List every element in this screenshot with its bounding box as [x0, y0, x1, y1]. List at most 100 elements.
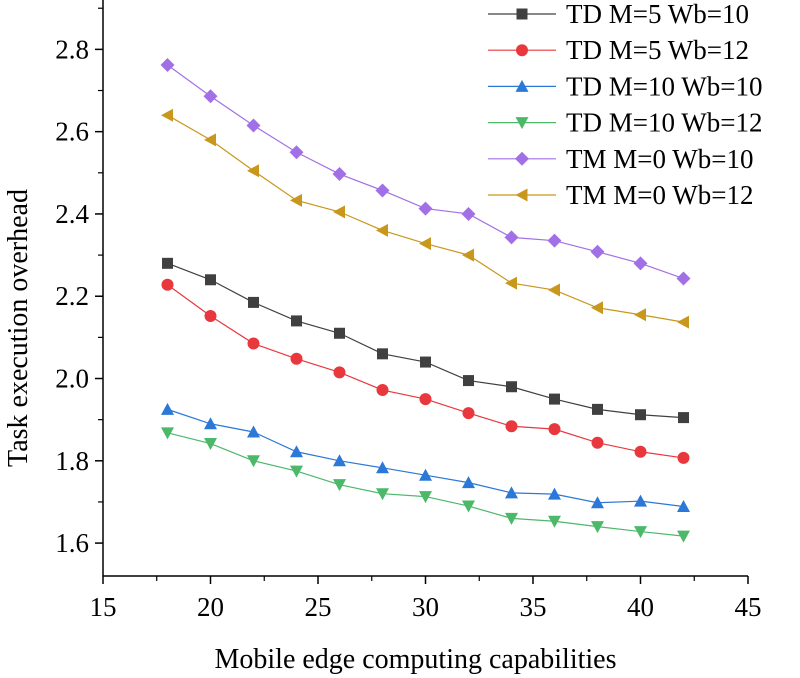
data-point — [462, 500, 475, 513]
data-point — [289, 145, 304, 160]
series-5 — [160, 58, 691, 286]
x-tick-label: 45 — [735, 592, 762, 622]
legend-entry: TM M=0 Wb=12 — [488, 180, 753, 210]
data-point — [419, 491, 432, 504]
data-point — [247, 455, 260, 468]
data-point — [505, 486, 518, 499]
data-point — [549, 393, 560, 405]
series-3 — [161, 402, 690, 512]
data-point — [590, 244, 605, 259]
chart-axes: 15 20 25 30 35 40 45 1.6 1.8 2.0 2.2 2.4 2.6 2.8 — [55, 0, 762, 622]
legend-entry: TD M=5 Wb=12 — [488, 35, 749, 65]
x-tick-label: 20 — [197, 592, 224, 622]
legend-marker — [516, 8, 528, 20]
data-point — [419, 237, 431, 251]
data-point — [376, 461, 389, 474]
data-point — [461, 206, 476, 221]
data-point — [677, 530, 690, 543]
data-point — [504, 230, 519, 245]
data-point — [634, 445, 647, 458]
data-point — [375, 183, 390, 198]
data-point — [676, 271, 691, 286]
data-point — [677, 499, 690, 512]
legend-label: TD M=5 Wb=10 — [566, 0, 749, 29]
data-point — [635, 409, 646, 421]
y-tick-label: 2.0 — [55, 364, 89, 394]
series-2 — [161, 278, 690, 464]
data-point — [333, 479, 346, 492]
legend-entry: TD M=5 Wb=10 — [488, 0, 749, 29]
data-point — [246, 118, 261, 133]
x-tick-label: 40 — [627, 592, 654, 622]
data-point — [677, 315, 689, 329]
data-point — [462, 248, 474, 262]
y-tick-label: 2.2 — [55, 281, 89, 311]
data-point — [247, 164, 259, 178]
data-point — [290, 445, 303, 458]
y-tick-label: 1.6 — [55, 528, 89, 558]
y-tick-label: 2.8 — [55, 34, 89, 64]
data-point — [290, 352, 303, 365]
data-point — [203, 89, 218, 104]
y-tick-label: 2.6 — [55, 117, 89, 147]
data-point — [248, 296, 259, 308]
data-point — [204, 438, 217, 451]
legend-label: TD M=10 Wb=12 — [566, 108, 762, 138]
data-point — [634, 494, 647, 507]
data-point — [463, 375, 474, 387]
legend-label: TM M=0 Wb=10 — [566, 144, 753, 174]
data-point — [418, 201, 433, 216]
data-point — [161, 427, 174, 440]
data-point — [160, 58, 175, 73]
data-point — [505, 512, 518, 525]
data-point — [505, 420, 518, 433]
data-point — [204, 417, 217, 430]
data-point — [247, 337, 260, 350]
data-point — [548, 283, 560, 297]
data-point — [591, 521, 604, 534]
x-axis-title: Mobile edge computing capabilities — [214, 644, 616, 675]
data-point — [505, 276, 517, 290]
x-tick-label: 15 — [90, 592, 117, 622]
data-point — [462, 407, 475, 420]
y-tick-label: 1.8 — [55, 446, 89, 476]
legend-entry: TD M=10 Wb=10 — [488, 71, 762, 101]
data-point — [161, 278, 174, 291]
legend-entry: TM M=0 Wb=10 — [488, 144, 753, 174]
data-point — [591, 436, 604, 449]
legend-entry: TD M=10 Wb=12 — [488, 108, 762, 138]
data-point — [678, 412, 689, 424]
x-tick-label: 30 — [412, 592, 439, 622]
data-point — [548, 423, 561, 436]
chart-legend: TD M=5 Wb=10 TD M=5 Wb=12 TD M=10 Wb=10 TD … — [488, 0, 762, 210]
data-point — [548, 487, 561, 500]
data-point — [591, 301, 603, 315]
data-point — [205, 274, 216, 286]
data-point — [333, 454, 346, 467]
data-point — [677, 451, 690, 464]
data-point — [204, 133, 216, 147]
data-point — [376, 223, 388, 237]
data-point — [291, 315, 302, 327]
chart-series-layer — [160, 58, 691, 543]
data-point — [162, 257, 173, 269]
x-tick-label: 35 — [520, 592, 547, 622]
legend-marker — [515, 188, 528, 202]
data-point — [419, 468, 432, 481]
legend-marker — [515, 79, 529, 92]
data-point — [548, 515, 561, 528]
data-point — [377, 348, 388, 360]
data-point — [420, 356, 431, 368]
y-axis-title: Task execution overhead — [3, 189, 34, 467]
data-point — [591, 496, 604, 509]
data-point — [376, 384, 389, 397]
legend-label: TD M=10 Wb=10 — [566, 71, 762, 101]
data-point — [204, 309, 217, 322]
data-point — [161, 402, 174, 415]
y-tick-label: 2.4 — [55, 199, 89, 229]
data-point — [333, 366, 346, 379]
data-point — [290, 193, 302, 207]
data-point — [506, 381, 517, 393]
data-point — [332, 167, 347, 182]
